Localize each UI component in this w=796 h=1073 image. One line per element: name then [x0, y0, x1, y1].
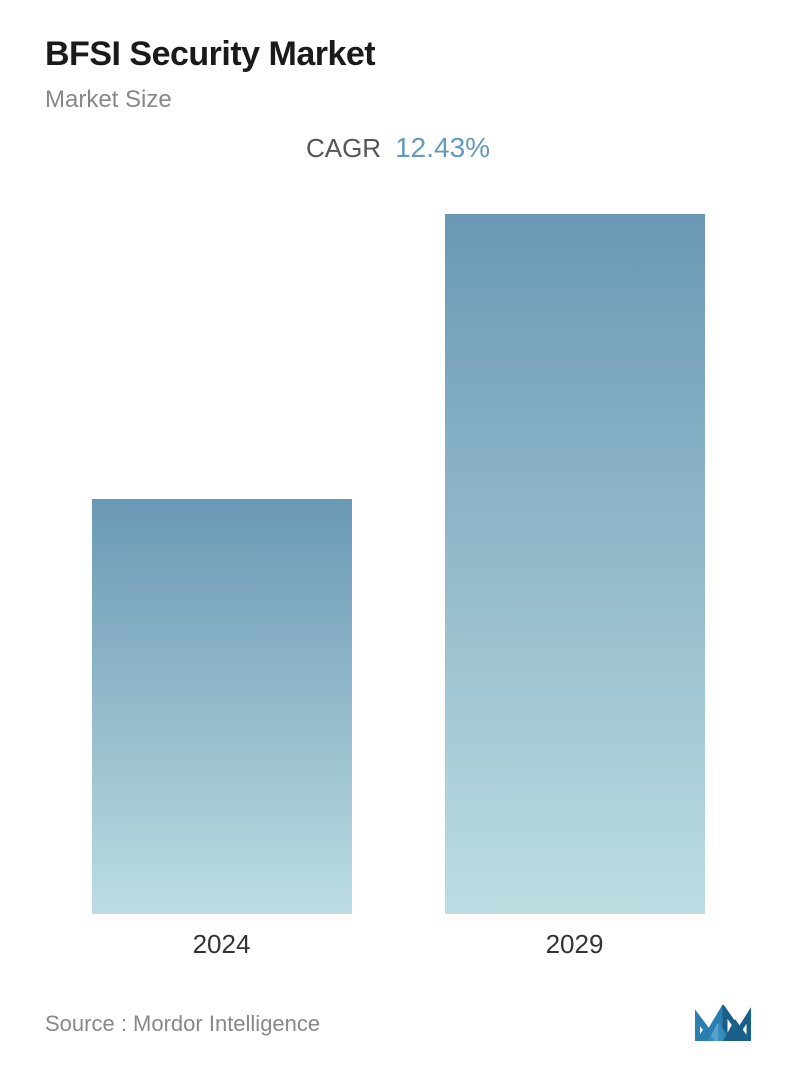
cagr-value: 12.43%	[395, 132, 490, 164]
cagr-label: CAGR	[306, 133, 381, 164]
bar-label-0: 2024	[193, 929, 251, 960]
bar-group-1: 2029	[428, 214, 721, 960]
bar-group-0: 2024	[75, 499, 368, 960]
bar-1	[445, 214, 705, 914]
source-text: Source : Mordor Intelligence	[45, 1011, 320, 1037]
bar-label-1: 2029	[546, 929, 604, 960]
page-subtitle: Market Size	[45, 86, 751, 114]
mordor-logo-icon	[695, 1005, 751, 1043]
page-title: BFSI Security Market	[45, 35, 751, 74]
footer: Source : Mordor Intelligence	[45, 980, 751, 1073]
bar-0	[92, 499, 352, 914]
cagr-row: CAGR 12.43%	[45, 132, 751, 164]
bar-chart: 2024 2029	[45, 214, 751, 960]
